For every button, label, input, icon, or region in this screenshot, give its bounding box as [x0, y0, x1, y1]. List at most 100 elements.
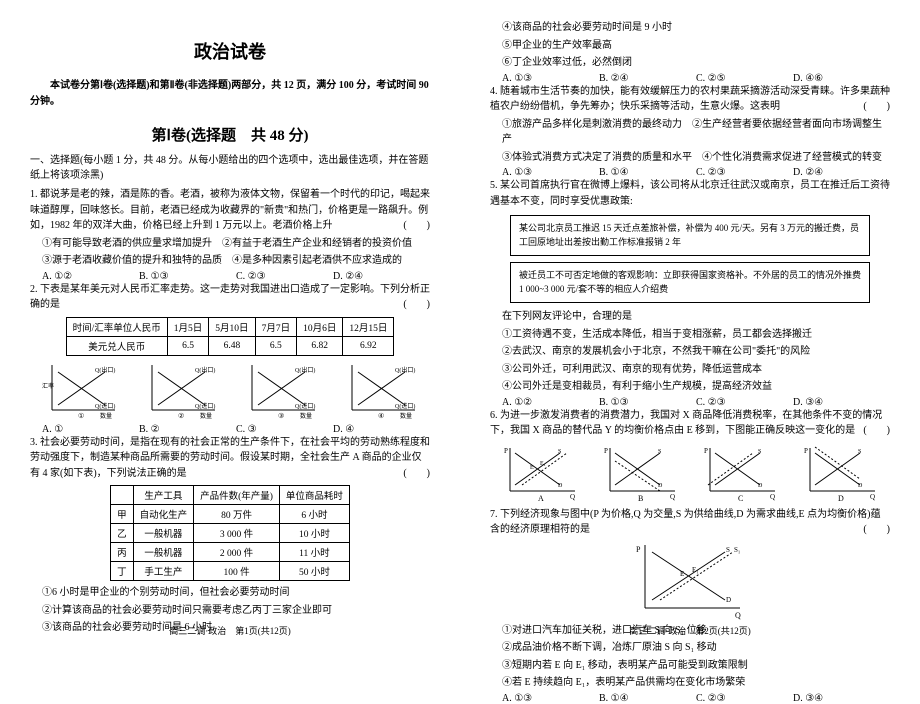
- table-row: 甲自动化生产80 万件6 小时: [111, 505, 350, 524]
- svg-text:③: ③: [278, 412, 284, 420]
- svg-text:S: S: [658, 449, 661, 455]
- svg-text:D: D: [658, 483, 663, 489]
- question-6: 6. 为进一步激发消费者的消费潜力，我国对 X 商品降低消费税率，在其他条件不变…: [490, 408, 890, 439]
- svg-text:S: S: [726, 546, 730, 554]
- supply-demand-chart: P Q S S₁ D E E₁: [630, 540, 750, 620]
- chart-d: P Q S D D: [800, 443, 880, 503]
- q5-box-2: 被迁员工不可否定地做的客观影响：立即获得国家资格补。不外居的员工的情况外推费 1…: [510, 262, 870, 303]
- q7-options: A. ①③ B. ①④ C. ②③ D. ③④: [490, 693, 890, 704]
- svg-text:C: C: [738, 494, 743, 503]
- svg-text:Q: Q: [670, 493, 675, 501]
- question-3: 3. 社会必要劳动时间，是指在现有的社会正常的生产条件下，在社会平均的劳动熟练程…: [30, 435, 430, 482]
- q3-choice-4: ④该商品的社会必要劳动时间是 9 小时: [490, 20, 890, 36]
- page-footer-1: 高三二调·政治 第1页(共12页): [0, 624, 460, 637]
- q1-opt-a: A. ①②: [42, 271, 139, 282]
- page-1: 政治试卷 本试卷分第Ⅰ卷(选择题)和第Ⅱ卷(非选择题)两部分，共 12 页，满分…: [0, 0, 460, 643]
- svg-text:D: D: [558, 483, 563, 489]
- svg-text:P: P: [504, 447, 508, 455]
- question-4: 4. 随着城市生活节奏的加快，能有效缓解压力的农村果蔬采摘游活动深受青睐。许多果…: [490, 84, 890, 115]
- q5-options: A. ①② B. ①③ C. ②③ D. ③④: [490, 397, 890, 408]
- svg-text:Q(进口): Q(进口): [95, 402, 115, 410]
- q1-options: A. ①② B. ①③ C. ②③ D. ②④: [30, 271, 430, 282]
- svg-text:S: S: [558, 449, 561, 455]
- chart-b: P Q S D B: [600, 443, 680, 503]
- svg-text:数量: 数量: [200, 412, 212, 420]
- svg-text:②: ②: [178, 412, 184, 420]
- svg-text:Q: Q: [735, 611, 741, 620]
- chart-4: Q(出口) Q(进口) 数量 ④: [340, 360, 420, 420]
- svg-text:S: S: [858, 449, 861, 455]
- chart-a: P Q S D E E₁ A: [500, 443, 580, 503]
- chart-3: Q(出口) Q(进口) 数量 ③: [240, 360, 320, 420]
- question-2: 2. 下表是某年美元对人民币汇率走势。这一走势对我国进出口造成了一定影响。下列分…: [30, 282, 430, 313]
- svg-text:S: S: [758, 449, 761, 455]
- q3-table: 生产工具产品件数(年产量)单位商品耗时 甲自动化生产80 万件6 小时 乙一般机…: [110, 485, 350, 581]
- svg-text:D: D: [758, 483, 763, 489]
- answer-blank: ( ): [403, 466, 430, 482]
- q3-choice-1: ①6 小时是甲企业的个别劳动时间，但社会必要劳动时间: [30, 585, 430, 601]
- svg-text:E₁: E₁: [692, 566, 699, 574]
- section-1-title: 第Ⅰ卷(选择题 共 48 分): [30, 124, 430, 145]
- svg-text:D: D: [726, 596, 731, 604]
- svg-text:Q: Q: [770, 493, 775, 501]
- q3-choice-6: ⑥丁企业效率过低，必然倒闭: [490, 55, 890, 71]
- q2-charts: Q(出口)Q(进口) 汇率数量 ① Q(出口)Q(进口) 数量② Q(出口)Q(…: [30, 360, 430, 420]
- svg-text:数量: 数量: [300, 412, 312, 420]
- svg-text:A: A: [538, 494, 544, 503]
- svg-text:P: P: [604, 447, 608, 455]
- svg-text:E: E: [530, 465, 534, 471]
- svg-text:Q(进口): Q(进口): [295, 402, 315, 410]
- q1-opt-d: D. ②④: [333, 271, 430, 282]
- chart-c: PQ SD C: [700, 443, 780, 503]
- q7-chart: P Q S S₁ D E E₁: [490, 540, 890, 623]
- svg-text:④: ④: [378, 412, 384, 420]
- svg-text:Q: Q: [870, 493, 875, 501]
- page-2: ④该商品的社会必要劳动时间是 9 小时 ⑤甲企业的生产效率最高 ⑥丁企业效率过低…: [460, 0, 920, 643]
- svg-text:P: P: [804, 447, 808, 455]
- exam-title: 政治试卷: [30, 38, 430, 64]
- subsection-heading: 一、选择题(每小题 1 分，共 48 分。从每小题给出的四个选项中，选出最佳选项…: [30, 153, 430, 183]
- svg-text:Q(出口): Q(出口): [95, 366, 115, 374]
- q1-line-b: ③源于老酒收藏价值的提升和独特的品质 ④是多种因素引起老酒供不应求造成的: [30, 253, 430, 269]
- answer-blank: ( ): [403, 218, 430, 234]
- svg-text:汇率: 汇率: [42, 382, 54, 390]
- table-row: 丙一般机器2 000 件11 小时: [111, 543, 350, 562]
- svg-text:D: D: [858, 483, 863, 489]
- svg-text:E: E: [680, 570, 684, 578]
- svg-text:E₁: E₁: [540, 461, 546, 467]
- q2-stem: 2. 下表是某年美元对人民币汇率走势。这一走势对我国进出口造成了一定影响。下列分…: [30, 284, 430, 311]
- q1-opt-b: B. ①③: [139, 271, 236, 282]
- svg-text:S₁: S₁: [734, 546, 740, 554]
- q1-line-a: ①有可能导致老酒的供应量求增加提升 ②有益于老酒生产企业和经销者的投资价值: [30, 236, 430, 252]
- svg-text:Q(出口): Q(出口): [295, 366, 315, 374]
- q1-opt-c: C. ②③: [236, 271, 333, 282]
- q2-options: A. ① B. ② C. ③ D. ④: [30, 424, 430, 435]
- svg-text:Q(进口): Q(进口): [395, 402, 415, 410]
- q5-box-1: 某公司北京员工推迟 15 天迁点差旅补偿，补偿为 400 元/天。另有 3 万元…: [510, 215, 870, 256]
- svg-text:①: ①: [78, 412, 84, 420]
- svg-text:数量: 数量: [400, 412, 412, 420]
- question-7: 7. 下列经济现象与图中(P 为价格,Q 为交量,S 为供给曲线,D 为需求曲线…: [490, 507, 890, 538]
- svg-text:Q(出口): Q(出口): [395, 366, 415, 374]
- svg-text:D: D: [838, 494, 844, 503]
- answer-blank: ( ): [403, 297, 430, 313]
- q3-stem: 3. 社会必要劳动时间，是指在现有的社会正常的生产条件下，在社会平均的劳动熟练程…: [30, 437, 430, 479]
- svg-text:P: P: [636, 545, 641, 554]
- table-row: 乙一般机器3 000 件10 小时: [111, 524, 350, 543]
- question-1: 1. 都说茅是老的辣，酒是陈的香。老酒，被称为液体文物，保留着一个时代的印记，喝…: [30, 187, 430, 234]
- q2-rate-table: 时间/汇率单位人民币 1月5日 5月10日 7月7日 10月6日 12月15日 …: [66, 317, 395, 356]
- svg-text:Q(进口): Q(进口): [195, 402, 215, 410]
- q5-subq: 在下列网友评论中，合理的是: [490, 309, 890, 325]
- intro-text: 本试卷分第Ⅰ卷(选择题)和第Ⅱ卷(非选择题)两部分，共 12 页，满分 100 …: [30, 78, 430, 110]
- svg-text:Q: Q: [570, 493, 575, 501]
- q3-options: A. ①③ B. ②④ C. ②⑤ D. ④⑥: [490, 73, 890, 84]
- page-footer-2: 高三二调·政治 第2页(共12页): [460, 624, 920, 637]
- svg-text:Q(出口): Q(出口): [195, 366, 215, 374]
- q1-stem: 1. 都说茅是老的辣，酒是陈的香。老酒，被称为液体文物，保留着一个时代的印记，喝…: [30, 189, 430, 231]
- table-row: 时间/汇率单位人民币 1月5日 5月10日 7月7日 10月6日 12月15日: [66, 317, 394, 336]
- table-row: 丁手工生产100 件50 小时: [111, 562, 350, 581]
- q3-choice-2: ②计算该商品的社会必要劳动时间只需要考虑乙丙丁三家企业即可: [30, 603, 430, 619]
- q3-choice-5: ⑤甲企业的生产效率最高: [490, 38, 890, 54]
- svg-text:B: B: [638, 494, 643, 503]
- q6-charts: P Q S D E E₁ A P Q S D B P Q S D C P Q: [490, 443, 890, 503]
